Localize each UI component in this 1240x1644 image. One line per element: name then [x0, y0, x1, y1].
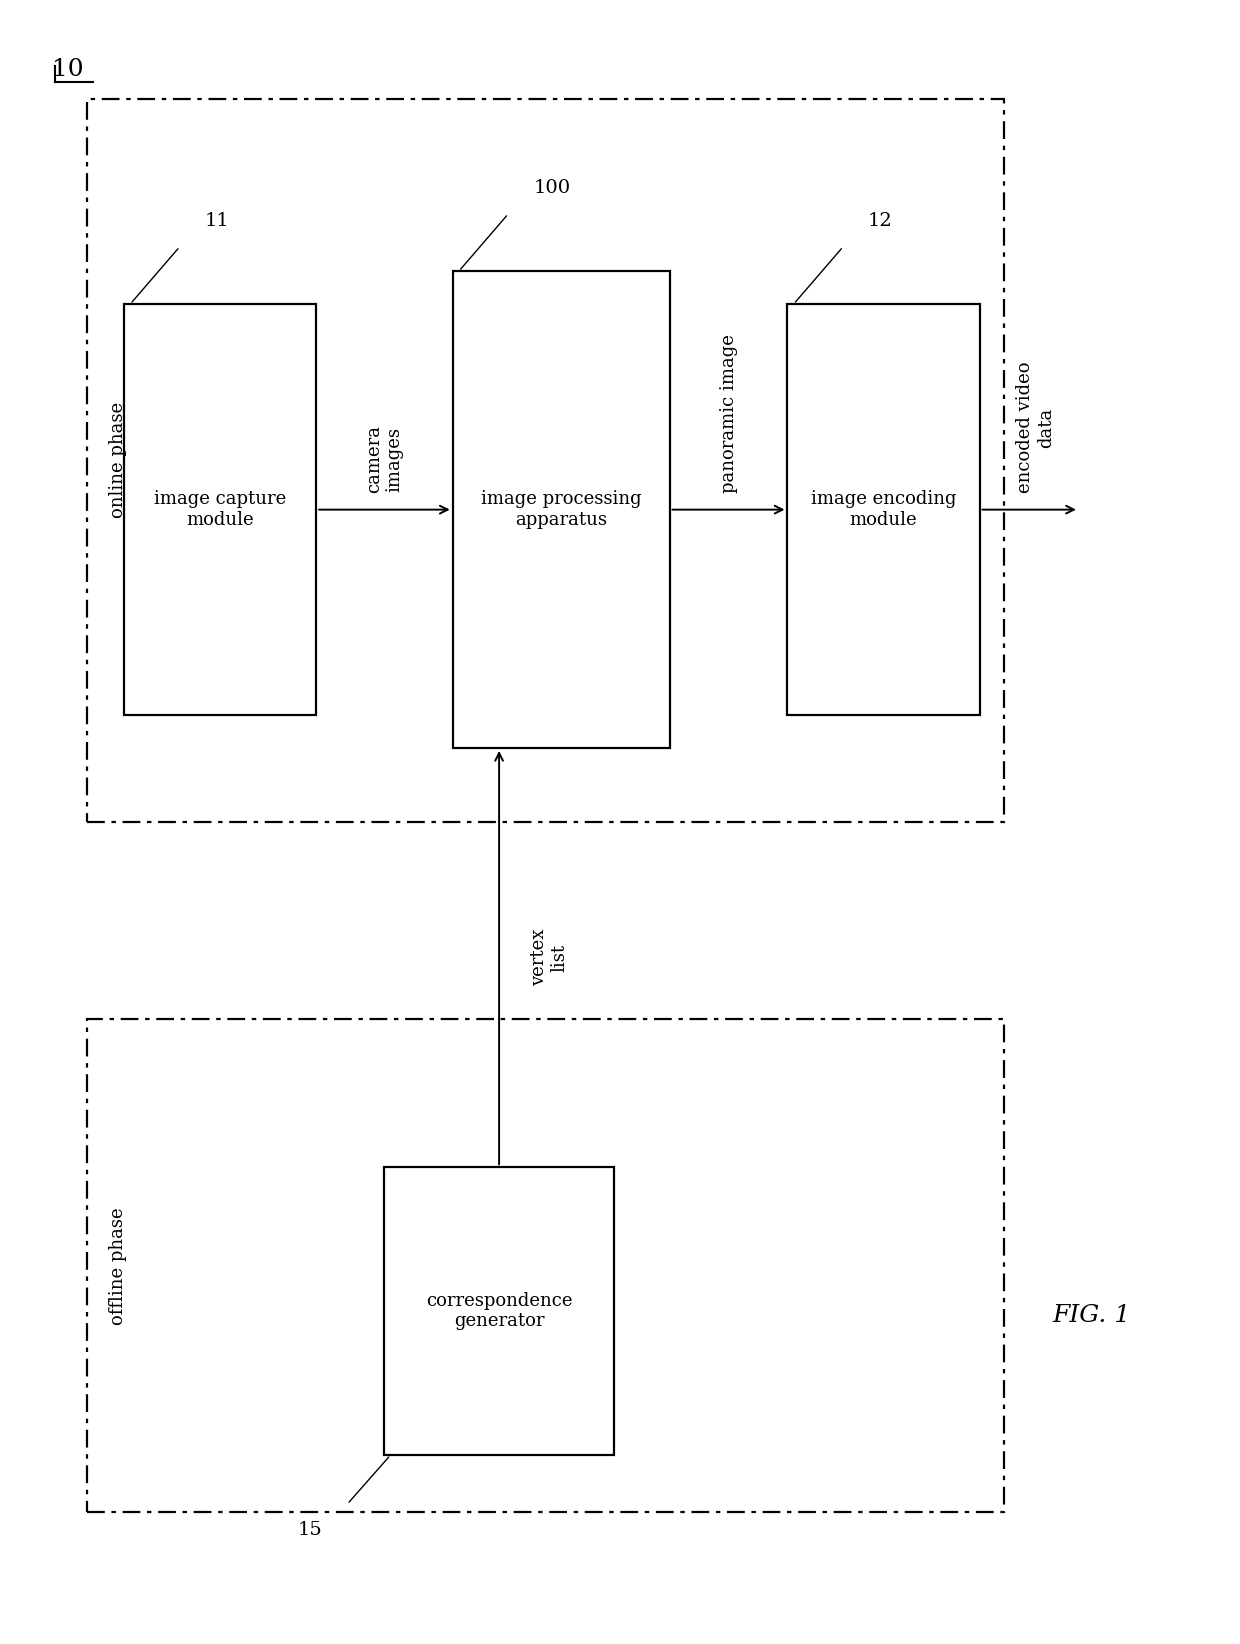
Text: image encoding
module: image encoding module — [811, 490, 956, 529]
Text: 12: 12 — [868, 212, 893, 230]
Text: correspondence
generator: correspondence generator — [425, 1292, 573, 1330]
Text: camera
images: camera images — [365, 426, 404, 493]
Text: 11: 11 — [205, 212, 229, 230]
Text: 100: 100 — [533, 179, 570, 197]
Text: 10: 10 — [52, 58, 84, 81]
Text: panoramic image: panoramic image — [719, 334, 738, 493]
Text: online phase: online phase — [109, 403, 126, 518]
Text: FIG. 1: FIG. 1 — [1052, 1304, 1131, 1327]
Text: offline phase: offline phase — [109, 1207, 126, 1325]
Text: vertex
list: vertex list — [531, 929, 569, 986]
Text: encoded video
data: encoded video data — [1016, 362, 1055, 493]
Text: 15: 15 — [298, 1521, 322, 1539]
Text: image capture
module: image capture module — [154, 490, 286, 529]
Text: image processing
apparatus: image processing apparatus — [481, 490, 641, 529]
